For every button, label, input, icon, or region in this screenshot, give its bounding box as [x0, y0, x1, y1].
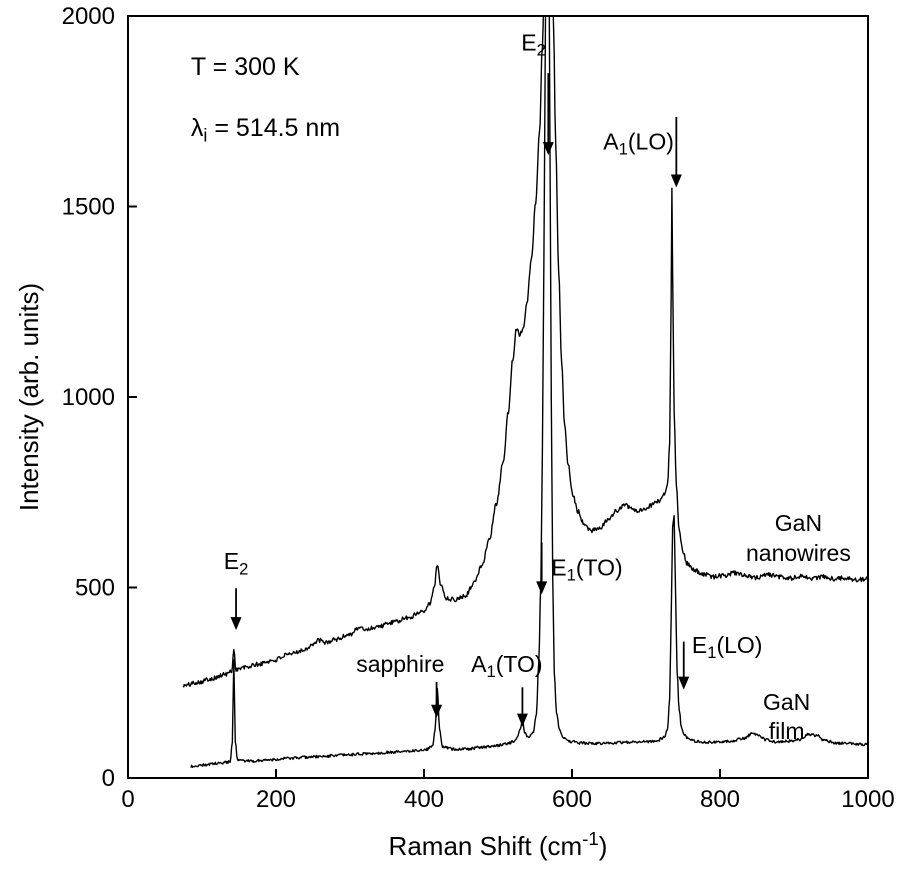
annotation-condition-wavelength: λi = 514.5 nm: [191, 114, 340, 146]
x-tick-label: 400: [404, 786, 444, 813]
annotation-curve-label-film: GaN film: [763, 689, 810, 744]
annotation-text: E2: [224, 548, 249, 578]
x-tick-label: 600: [552, 786, 592, 813]
annotation-arrowhead: [516, 713, 528, 727]
annotation-peak-a1-to: A1(TO): [471, 651, 543, 727]
annotation-peak-e2-low: E2: [224, 548, 249, 631]
annotation-arrowhead: [670, 174, 682, 188]
annotation-text: T = 300 K: [191, 53, 300, 81]
annotation-arrowhead: [230, 617, 242, 631]
annotation-condition-temperature: T = 300 K: [191, 53, 300, 81]
annotation-peak-sapphire: sapphire: [356, 651, 444, 718]
x-tick-label: 200: [256, 786, 296, 813]
annotation-peak-e2-high: E2: [521, 29, 554, 156]
x-tick-label: 0: [121, 786, 134, 813]
annotation-text: nanowires: [746, 540, 851, 566]
annotation-text: λi = 514.5 nm: [191, 114, 340, 146]
x-tick-label: 1000: [841, 786, 894, 813]
annotation-text: GaN: [763, 689, 810, 715]
annotation-text: sapphire: [356, 651, 444, 677]
annotation-text: E1(TO): [551, 554, 622, 584]
annotation-arrowhead: [678, 676, 690, 690]
annotation-peak-e1-lo: E1(LO): [678, 632, 762, 690]
annotation-text: E1(LO): [692, 632, 763, 662]
y-axis-title: Intensity (arb. units): [14, 283, 44, 511]
y-tick-label: 1500: [62, 194, 115, 221]
annotation-arrowhead: [542, 142, 554, 156]
annotation-arrowhead: [431, 704, 443, 718]
series-gan-film: [190, 16, 868, 768]
annotation-peak-a1-lo: A1(LO): [603, 116, 682, 188]
annotation-text: E2: [521, 29, 546, 59]
annotation-text: GaN: [775, 510, 822, 536]
annotation-arrowhead: [536, 581, 548, 595]
series-layer: [182, 16, 868, 768]
y-tick-label: 0: [102, 765, 115, 792]
series-gan-nanowires: [182, 16, 868, 688]
y-tick-label: 2000: [62, 3, 115, 30]
x-axis: 0 200 400 600 800 1000 Raman Shift (cm-1): [121, 769, 895, 861]
x-tick-label: 800: [700, 786, 740, 813]
annotation-text: film: [769, 718, 805, 744]
annotation-curve-label-nanowires: GaN nanowires: [746, 510, 851, 566]
annotation-peak-e1-to: E1(TO): [536, 542, 623, 595]
y-axis: 0 500 1000 1500 2000 Intensity (arb. units): [14, 3, 137, 792]
x-axis-title: Raman Shift (cm-1): [389, 828, 608, 861]
annotation-text: A1(TO): [471, 651, 542, 681]
annotations-layer: T = 300 K λi = 514.5 nm E2 A1(LO) E2 sapphire…: [191, 29, 851, 744]
annotation-text: A1(LO): [603, 128, 674, 158]
y-tick-label: 1000: [62, 384, 115, 411]
y-tick-label: 500: [75, 575, 115, 602]
